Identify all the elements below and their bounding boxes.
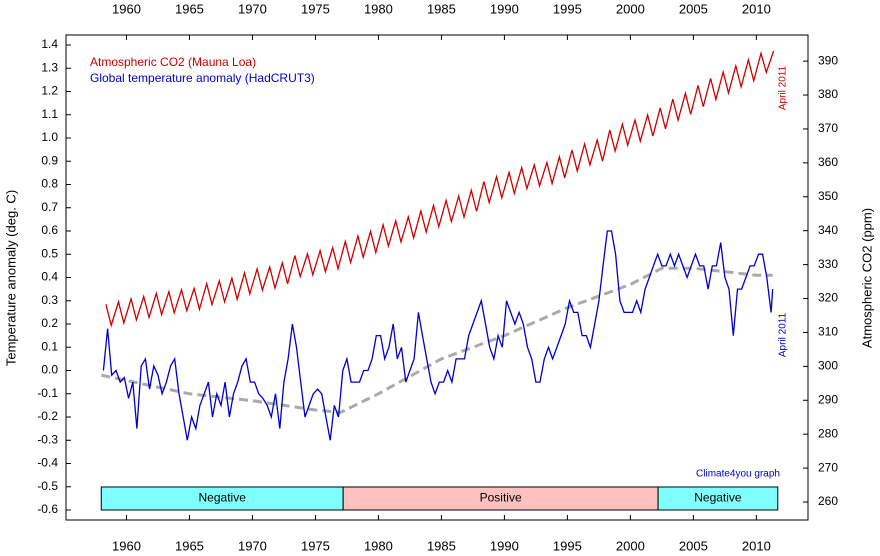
y-tick-label: -0.6 — [37, 502, 58, 516]
y-tick-label: -0.2 — [37, 409, 58, 423]
y-tick-label: 0.6 — [41, 223, 58, 237]
x-tick-label: 1995 — [553, 538, 582, 553]
y2-tick-label: 280 — [818, 426, 838, 440]
y-tick-label: 1.1 — [41, 107, 58, 121]
x-tick-label: 1980 — [364, 538, 393, 553]
y-tick-label: 1.0 — [41, 130, 58, 144]
series-line — [102, 230, 774, 441]
trend-line — [100, 266, 773, 414]
annotation: Climate4you graph — [696, 469, 780, 480]
y-tick-label: 0.2 — [41, 316, 58, 330]
y-tick-label: 1.4 — [41, 37, 58, 51]
y-tick-label: 0.3 — [41, 293, 58, 307]
x-tick-label: 1960 — [112, 538, 141, 553]
x-tick-label-top: 1970 — [238, 1, 267, 16]
y2-tick-label: 370 — [818, 121, 838, 135]
x-tick-label: 1985 — [427, 538, 456, 553]
annotation: April 2011 — [778, 312, 789, 357]
x-tick-label-top: 2005 — [679, 1, 708, 16]
phase-label: Positive — [480, 491, 522, 505]
y2-axis-label: Atmospheric CO2 (ppm) — [859, 208, 874, 348]
x-tick-label: 1990 — [490, 538, 519, 553]
x-tick-label: 2005 — [679, 538, 708, 553]
series-line — [105, 50, 775, 328]
x-tick-label-top: 2010 — [742, 1, 771, 16]
y2-tick-label: 260 — [818, 494, 838, 508]
legend-entry: Atmospheric CO2 (Mauna Loa) — [90, 55, 256, 69]
y2-tick-label: 350 — [818, 189, 838, 203]
y2-tick-label: 310 — [818, 325, 838, 339]
x-tick-label-top: 2000 — [616, 1, 645, 16]
x-tick-label-top: 1975 — [301, 1, 330, 16]
y2-tick-label: 300 — [818, 359, 838, 373]
y2-tick-label: 320 — [818, 291, 838, 305]
y2-tick-label: 340 — [818, 223, 838, 237]
x-tick-label-top: 1965 — [175, 1, 204, 16]
phase-bar — [657, 486, 779, 511]
plot-frame — [65, 34, 809, 521]
x-tick-label-top: 1960 — [112, 1, 141, 16]
y-tick-label: 0.8 — [41, 177, 58, 191]
x-tick-label: 1975 — [301, 538, 330, 553]
x-tick-label: 1965 — [175, 538, 204, 553]
y-tick-label: 0.4 — [41, 270, 58, 284]
y2-tick-label: 330 — [818, 257, 838, 271]
y-tick-label: 0.1 — [41, 339, 58, 353]
x-tick-label: 2010 — [742, 538, 771, 553]
y2-tick-label: 290 — [818, 392, 838, 406]
x-tick-label-top: 1995 — [553, 1, 582, 16]
y-axis-label: Temperature anomaly (deg. C) — [3, 190, 18, 366]
y2-tick-label: 270 — [818, 460, 838, 474]
phase-label: Negative — [199, 491, 247, 505]
y-tick-label: -0.1 — [37, 386, 58, 400]
y-tick-label: 0.5 — [41, 246, 58, 260]
y-tick-label: 0.0 — [41, 363, 58, 377]
x-tick-label: 2000 — [616, 538, 645, 553]
y-tick-label: 0.9 — [41, 153, 58, 167]
y2-tick-label: 380 — [818, 87, 838, 101]
y-tick-label: 1.3 — [41, 60, 58, 74]
y-tick-label: 0.7 — [41, 200, 58, 214]
y-tick-label: -0.3 — [37, 432, 58, 446]
annotation: April 2011 — [778, 65, 789, 110]
y-tick-label: 1.2 — [41, 84, 58, 98]
x-tick-label: 1970 — [238, 538, 267, 553]
x-tick-label-top: 1990 — [490, 1, 519, 16]
legend-entry: Global temperature anomaly (HadCRUT3) — [90, 71, 315, 85]
x-tick-label-top: 1980 — [364, 1, 393, 16]
y2-tick-label: 360 — [818, 155, 838, 169]
x-tick-label-top: 1985 — [427, 1, 456, 16]
y-tick-label: -0.5 — [37, 479, 58, 493]
phase-label: Negative — [694, 491, 742, 505]
y2-tick-label: 390 — [818, 53, 838, 67]
y-tick-label: -0.4 — [37, 456, 58, 470]
